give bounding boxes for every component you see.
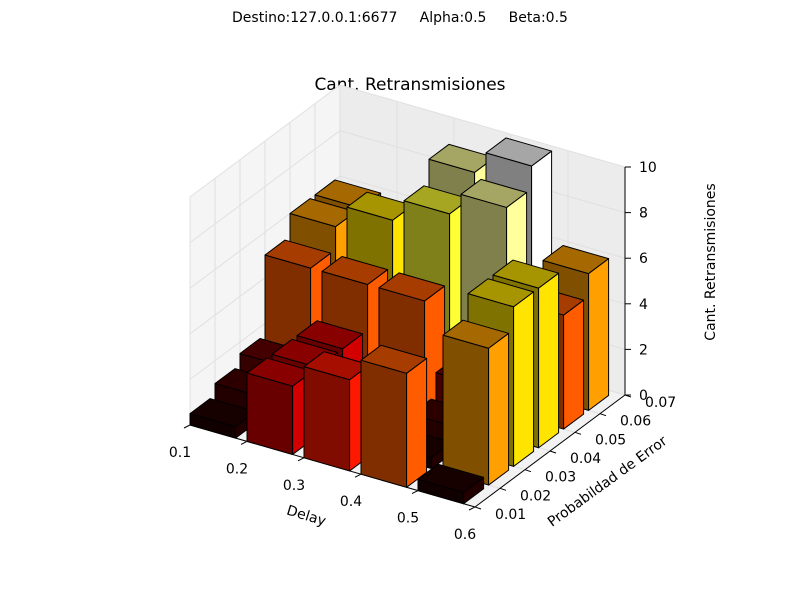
bar-top bbox=[378, 272, 446, 302]
bar-top bbox=[296, 320, 364, 350]
y-tick-label: 0.03 bbox=[545, 470, 576, 486]
x-axis-label: Delay bbox=[285, 503, 328, 530]
bar-top bbox=[360, 344, 428, 374]
tick-mark bbox=[524, 469, 532, 473]
x-tick-label: 0.2 bbox=[226, 461, 248, 477]
y-tick-label: 0.05 bbox=[595, 432, 626, 448]
bar-front bbox=[360, 359, 408, 488]
y-tick-label: 0.02 bbox=[520, 488, 551, 504]
y-tick-label: 0.01 bbox=[495, 507, 526, 523]
tick-mark bbox=[468, 506, 476, 511]
bar-side bbox=[563, 299, 585, 430]
bar bbox=[246, 357, 314, 456]
x-tick-label: 0.1 bbox=[169, 445, 191, 461]
tick-mark bbox=[499, 487, 507, 491]
tick-mark bbox=[474, 506, 482, 510]
grid-line bbox=[189, 84, 626, 198]
bar-top bbox=[442, 319, 510, 349]
bar-side bbox=[588, 258, 610, 411]
z-tick-label: 10 bbox=[639, 160, 657, 176]
bar-side bbox=[488, 332, 510, 486]
y-tick-label: 0.04 bbox=[570, 451, 601, 467]
bar bbox=[360, 344, 428, 488]
bar-front bbox=[246, 372, 294, 456]
tick-mark bbox=[240, 440, 248, 445]
bar-side bbox=[513, 291, 535, 467]
axis-line bbox=[474, 394, 626, 508]
y-tick-label: 0.06 bbox=[620, 414, 651, 430]
bar-side bbox=[406, 357, 428, 488]
bar-top bbox=[542, 245, 610, 275]
x-tick-label: 0.6 bbox=[454, 527, 476, 543]
tick-mark bbox=[297, 457, 305, 462]
tick-mark bbox=[411, 490, 419, 495]
x-tick-label: 0.3 bbox=[283, 478, 305, 494]
suptitle: Destino:127.0.0.1:6677 Alpha:0.5 Beta:0.… bbox=[232, 10, 568, 26]
bar-top bbox=[460, 178, 528, 208]
tick-mark bbox=[599, 413, 607, 417]
bar bbox=[417, 463, 485, 505]
bar-top bbox=[321, 255, 389, 286]
bar-top bbox=[467, 278, 535, 308]
z-tick-label: 2 bbox=[639, 342, 648, 358]
z-tick-label: 6 bbox=[639, 251, 648, 267]
bar-top bbox=[264, 239, 332, 269]
bar bbox=[442, 319, 510, 486]
bar-top bbox=[485, 137, 553, 167]
z-tick-label: 8 bbox=[639, 206, 648, 222]
x-tick-label: 0.4 bbox=[340, 494, 362, 510]
tick-mark bbox=[574, 431, 582, 435]
tick-mark bbox=[183, 424, 191, 429]
bar-front bbox=[303, 366, 351, 472]
z-axis-label: Cant. Retransmisiones bbox=[703, 183, 719, 340]
bar-front bbox=[442, 334, 490, 486]
x-tick-label: 0.5 bbox=[397, 511, 419, 527]
bar-top bbox=[417, 463, 485, 493]
chart-title: Cant. Retransmisiones bbox=[314, 75, 505, 95]
z-tick-label: 0 bbox=[639, 388, 648, 404]
bar-side bbox=[538, 272, 560, 449]
y-tick-label: 0.07 bbox=[645, 395, 676, 411]
tick-mark bbox=[549, 450, 557, 454]
z-tick-label: 4 bbox=[639, 297, 648, 313]
tick-mark bbox=[354, 473, 362, 478]
bar-top bbox=[492, 259, 560, 289]
bar bbox=[303, 351, 371, 472]
